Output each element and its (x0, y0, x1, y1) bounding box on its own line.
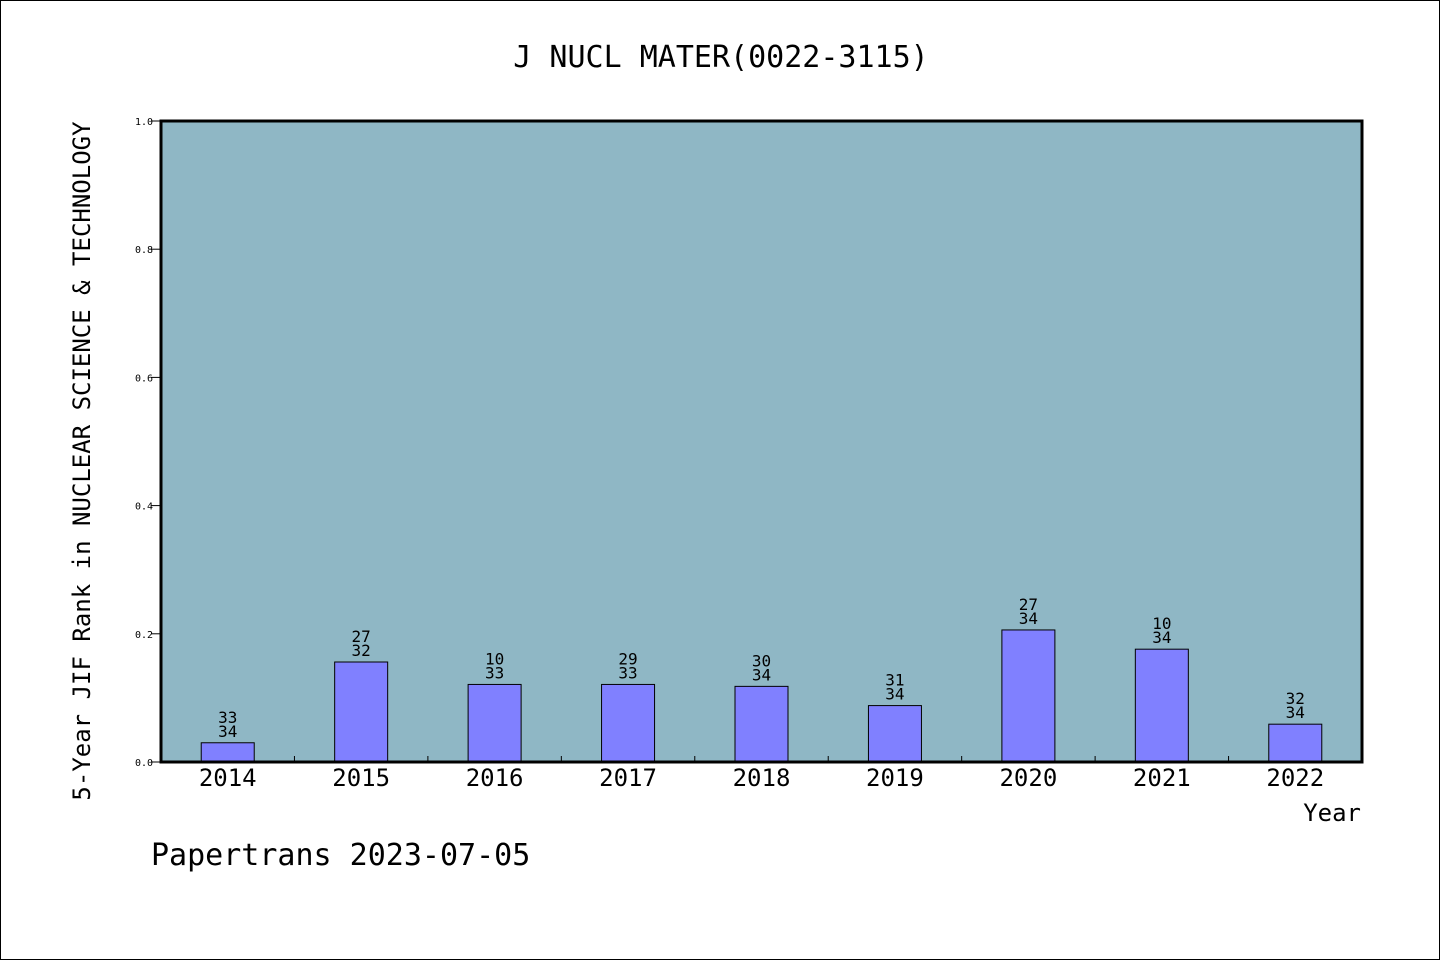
y-tick-label: 0.8 (135, 245, 153, 256)
bar-total-label: 34 (752, 665, 771, 684)
x-tick-label: 2020 (999, 764, 1057, 792)
bar-total-label: 34 (1286, 703, 1305, 722)
y-tick-label: 0.6 (135, 373, 153, 384)
bar-total-label: 32 (352, 641, 371, 660)
bar-total-label: 34 (1019, 609, 1038, 628)
bar (1268, 723, 1323, 763)
chart-title: J NUCL MATER(0022-3115) (513, 40, 928, 75)
x-tick-label: 2021 (1133, 764, 1191, 792)
bar (1134, 648, 1189, 763)
bar-rank-label: 31 (885, 671, 904, 690)
bar (334, 661, 389, 763)
y-tick-label: 0.2 (135, 630, 153, 641)
y-axis-label: 5-Year JIF Rank in NUCLEAR SCIENCE & TEC… (68, 121, 96, 801)
footer-text: Papertrans 2023-07-05 (151, 838, 530, 873)
bar-rank-label: 10 (1152, 614, 1171, 633)
y-tick-label: 0.0 (135, 758, 153, 769)
bar (1001, 629, 1056, 763)
y-tick-label: 1.0 (135, 117, 153, 128)
x-tick-label: 2022 (1266, 764, 1324, 792)
plot-area: 0.00.20.40.60.81.03334201427322015103320… (135, 117, 1364, 792)
bar (601, 683, 656, 763)
bar-total-label: 34 (218, 722, 237, 741)
x-tick-label: 2014 (199, 764, 257, 792)
bar-rank-label: 30 (752, 651, 771, 670)
bar (467, 683, 522, 763)
y-tick-label: 0.4 (135, 502, 153, 513)
bar-total-label: 33 (485, 663, 504, 682)
bar (734, 685, 789, 763)
bar-rank-label: 32 (1286, 689, 1305, 708)
x-tick-label: 2019 (866, 764, 924, 792)
x-axis-label: Year (1303, 799, 1361, 827)
bar-total-label: 34 (885, 685, 904, 704)
bar-rank-label: 27 (352, 627, 371, 646)
x-tick-label: 2016 (466, 764, 524, 792)
x-tick-label: 2017 (599, 764, 657, 792)
x-tick-label: 2018 (733, 764, 791, 792)
bar (200, 742, 255, 763)
bar (867, 705, 922, 763)
bar-rank-label: 29 (618, 649, 637, 668)
plot-border (159, 119, 1364, 764)
x-tick-label: 2015 (332, 764, 390, 792)
bar-rank-label: 27 (1019, 595, 1038, 614)
bar-total-label: 34 (1152, 628, 1171, 647)
bar-total-label: 33 (618, 663, 637, 682)
bar-rank-label: 33 (218, 708, 237, 727)
bar-rank-label: 10 (485, 649, 504, 668)
